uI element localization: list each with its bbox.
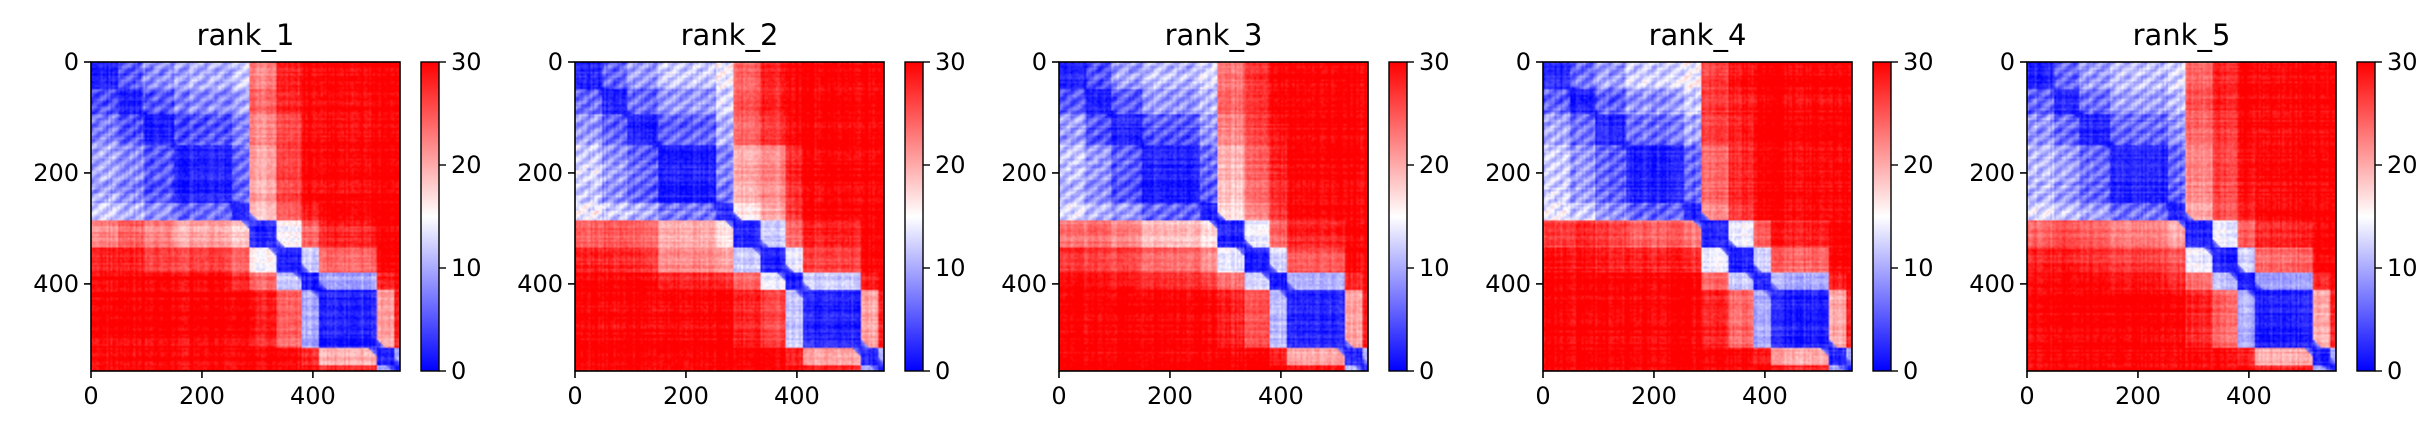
colorbar-tick-label: 20	[451, 151, 482, 179]
x-tick-label: 200	[1147, 382, 1193, 410]
colorbar	[905, 62, 923, 371]
heatmap-panel-5: rank_5 0 200 400 0 200 400 0 10 20 30	[1969, 18, 2417, 410]
colorbar	[2357, 62, 2375, 371]
colorbar	[1873, 62, 1891, 371]
y-tick-label: 400	[517, 270, 563, 298]
colorbar-tick-label: 10	[1903, 254, 1934, 282]
colorbar-frame	[1872, 61, 1892, 372]
x-tick-label: 0	[1535, 382, 1550, 410]
y-tick-label: 400	[1969, 270, 2015, 298]
colorbar	[1389, 62, 1407, 371]
heatmap-image	[575, 62, 884, 371]
colorbar-tick-label: 10	[1419, 254, 1450, 282]
x-tick-label: 200	[2115, 382, 2161, 410]
axes-frame	[1058, 61, 1369, 372]
colorbar-tick-label: 10	[451, 254, 482, 282]
colorbar-tick-label: 30	[1903, 48, 1934, 76]
y-tick-label: 0	[2000, 48, 2015, 76]
colorbar	[421, 62, 439, 371]
colorbar-tick-label: 0	[1419, 357, 1434, 385]
heatmap-panel-4: rank_4 0 200 400 0 200 400 0 10 20 30	[1485, 18, 1933, 410]
heatmap-panel-2: rank_2 0 200 400 0 200 400 0 10 20 30	[517, 18, 965, 410]
x-tick-label: 0	[1051, 382, 1066, 410]
colorbar-frame	[904, 61, 924, 372]
axes-frame	[90, 61, 401, 372]
y-tick-label: 200	[1001, 159, 1047, 187]
panel-title: rank_3	[1165, 18, 1263, 52]
x-tick-label: 0	[83, 382, 98, 410]
colorbar-tick-label: 30	[2387, 48, 2418, 76]
colorbar-tick-label: 10	[935, 254, 966, 282]
x-tick-label: 200	[1631, 382, 1677, 410]
heatmap-panel-3: rank_3 0 200 400 0 200 400 0 10 20 30	[1001, 18, 1449, 410]
y-tick-label: 0	[1516, 48, 1531, 76]
colorbar-tick-label: 0	[935, 357, 950, 385]
x-tick-label: 400	[774, 382, 820, 410]
panel-title: rank_1	[197, 18, 295, 52]
x-tick-label: 200	[179, 382, 225, 410]
colorbar-tick-label: 30	[451, 48, 482, 76]
x-tick-label: 400	[290, 382, 336, 410]
x-tick-label: 400	[1742, 382, 1788, 410]
heatmap-image	[91, 62, 400, 371]
y-tick-label: 0	[64, 48, 79, 76]
panel-title: rank_4	[1649, 18, 1747, 52]
colorbar-frame	[2356, 61, 2376, 372]
colorbar-tick-label: 20	[2387, 151, 2418, 179]
colorbar-frame	[420, 61, 440, 372]
colorbar-tick-label: 20	[1903, 151, 1934, 179]
colorbar-tick-label: 30	[1419, 48, 1450, 76]
colorbar-tick-label: 20	[1419, 151, 1450, 179]
x-tick-label: 400	[2226, 382, 2272, 410]
y-tick-label: 0	[1032, 48, 1047, 76]
x-tick-label: 200	[663, 382, 709, 410]
colorbar-tick-label: 0	[2387, 357, 2402, 385]
colorbar-tick-label: 0	[451, 357, 466, 385]
y-tick-label: 0	[548, 48, 563, 76]
y-tick-label: 200	[1969, 159, 2015, 187]
y-tick-label: 400	[1001, 270, 1047, 298]
colorbar-tick-label: 10	[2387, 254, 2418, 282]
y-tick-label: 400	[1485, 270, 1531, 298]
heatmap-image	[2027, 62, 2336, 371]
x-tick-label: 0	[567, 382, 582, 410]
y-tick-label: 200	[1485, 159, 1531, 187]
colorbar-tick-label: 30	[935, 48, 966, 76]
heatmap-image	[1059, 62, 1368, 371]
colorbar-tick-label: 20	[935, 151, 966, 179]
axes-frame	[574, 61, 885, 372]
axes-frame	[1542, 61, 1853, 372]
x-tick-label: 400	[1258, 382, 1304, 410]
colorbar-tick-label: 0	[1903, 357, 1918, 385]
heatmap-panel-1: rank_1 0 200 400 0 200 400 0 10 20 30	[33, 18, 481, 410]
x-tick-label: 0	[2019, 382, 2034, 410]
y-tick-label: 400	[33, 270, 79, 298]
colorbar-frame	[1388, 61, 1408, 372]
panel-title: rank_5	[2133, 18, 2231, 52]
axes-frame	[2026, 61, 2337, 372]
y-tick-label: 200	[33, 159, 79, 187]
panel-title: rank_2	[681, 18, 779, 52]
y-tick-label: 200	[517, 159, 563, 187]
heatmap-image	[1543, 62, 1852, 371]
